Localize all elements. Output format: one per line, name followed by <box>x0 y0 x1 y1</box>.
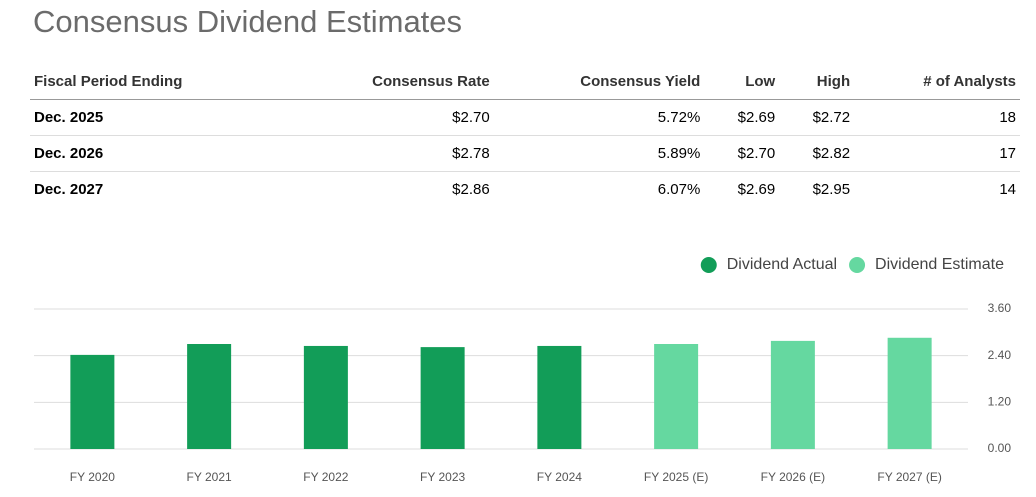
table-row: Dec. 2026 $2.78 5.89% $2.70 $2.82 17 <box>30 135 1020 172</box>
legend-marker <box>849 257 866 273</box>
table-cell: $2.82 <box>779 135 855 172</box>
y-tick-label: 3.60 <box>988 301 1012 315</box>
table-header: Fiscal Period Ending Consensus Rate Consen… <box>30 64 1020 100</box>
x-tick-label: FY 2021 <box>187 470 232 484</box>
bar <box>537 345 582 449</box>
table-cell: 5.72% <box>493 99 705 136</box>
bar <box>303 345 348 449</box>
table-body: Dec. 2025 $2.70 5.72% $2.69 $2.72 18 Dec. 2026… <box>30 99 1020 208</box>
table-cell: $2.70 <box>704 135 780 172</box>
table-cell: $2.69 <box>704 99 780 136</box>
column-header: # of Analysts <box>854 64 1020 100</box>
table-cell: Dec. 2025 <box>30 99 288 136</box>
legend-label: Dividend Estimate <box>875 256 1004 273</box>
table-row: Dec. 2027 $2.86 6.07% $2.69 $2.95 14 <box>30 172 1020 208</box>
x-tick-label: FY 2026 (E) <box>761 470 825 484</box>
legend-label: Dividend Actual <box>727 256 837 273</box>
y-tick-label: 2.40 <box>988 348 1012 362</box>
x-tick-label: FY 2025 (E) <box>644 470 708 484</box>
y-tick-label: 0.00 <box>988 441 1012 455</box>
bar <box>654 344 699 449</box>
column-header: Consensus Rate <box>287 64 494 100</box>
table-cell: $2.78 <box>287 135 494 172</box>
table-cell: 6.07% <box>657 181 701 198</box>
column-header: Consensus Yield <box>493 64 705 100</box>
x-tick-label: FY 2023 <box>420 470 465 484</box>
table-cell: $2.70 <box>287 99 494 136</box>
page-title: Consensus Dividend Estimates <box>33 4 463 39</box>
table-cell: $2.95 <box>812 181 851 198</box>
legend-marker <box>700 257 717 273</box>
table-cell: $2.69 <box>737 181 776 198</box>
table-cell: 5.89% <box>493 135 705 172</box>
chart: 0.00 1.20 2.40 3.60 Dividend Estimate Dividen… <box>34 256 1012 484</box>
x-tick-label: FY 2022 <box>303 470 348 484</box>
bar <box>887 337 932 449</box>
table-cell: Dec. 2027 <box>34 181 104 198</box>
column-header: Low <box>704 64 780 100</box>
estimates-table: Fiscal Period Ending Consensus Rate Consen… <box>30 64 1020 207</box>
table-cell: 18 <box>854 99 1020 136</box>
table-cell: 14 <box>999 181 1016 198</box>
table-cell: $2.86 <box>452 181 490 198</box>
bar <box>187 344 232 449</box>
x-tick-label: FY 2020 <box>70 470 115 484</box>
y-tick-label: 1.20 <box>988 395 1012 409</box>
bar <box>70 354 115 449</box>
table-cell: $2.72 <box>779 99 855 136</box>
table-row: Dec. 2025 $2.70 5.72% $2.69 $2.72 18 <box>30 99 1020 136</box>
table-cell: Dec. 2026 <box>30 135 288 172</box>
column-header: Fiscal Period Ending <box>30 64 288 100</box>
table-cell: 17 <box>854 135 1020 172</box>
x-tick-label: FY 2024 <box>537 470 582 484</box>
bar <box>420 347 465 449</box>
column-header: High <box>779 64 855 100</box>
bar <box>770 340 815 449</box>
x-tick-label: FY 2027 (E) <box>877 470 941 484</box>
